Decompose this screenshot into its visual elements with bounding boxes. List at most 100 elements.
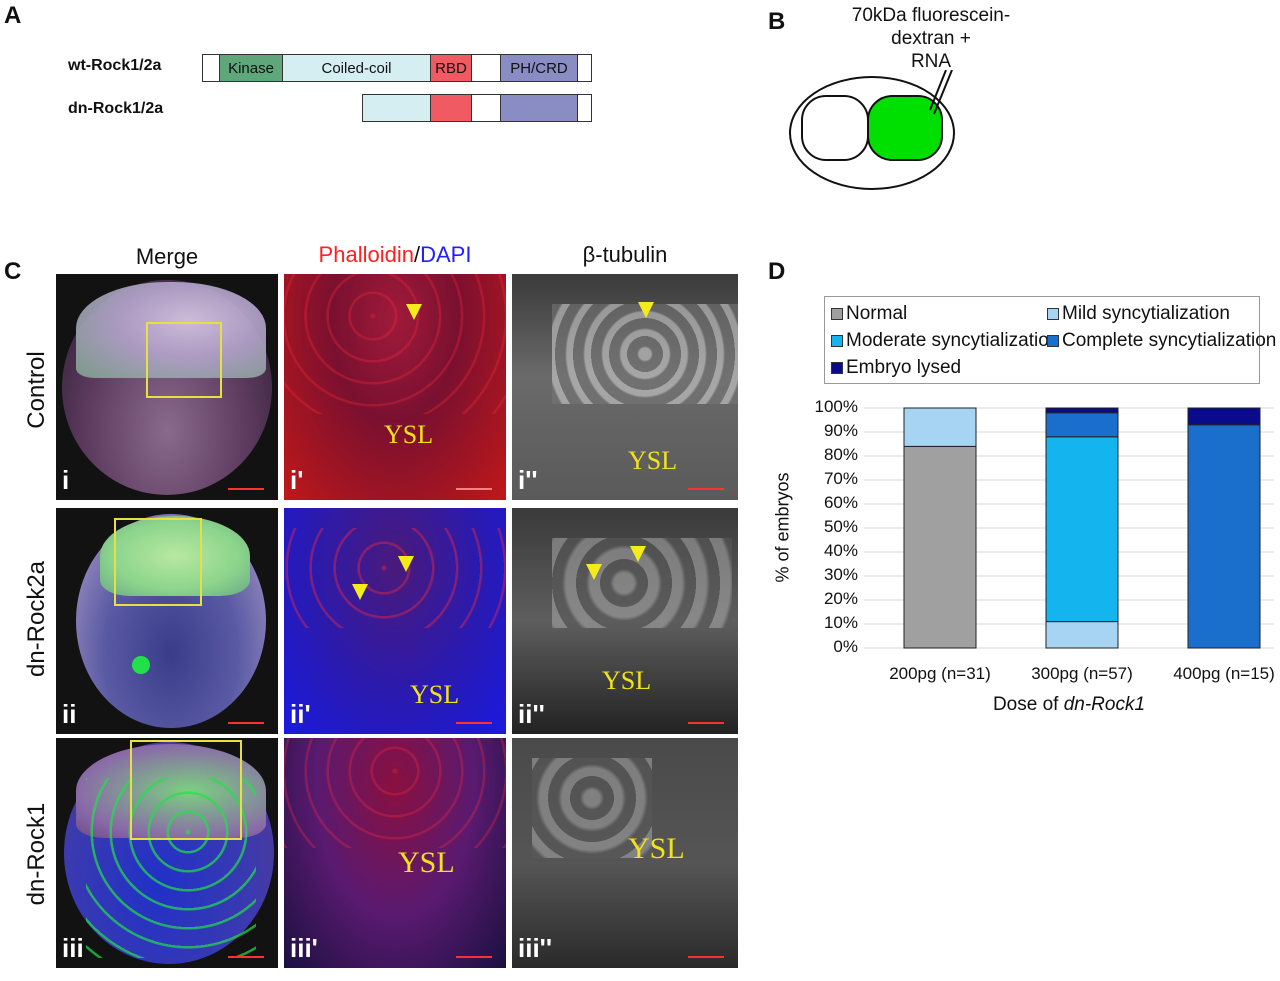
bar-segment: [1045, 407, 1119, 414]
annotation-line-1: 70kDa fluorescein-: [851, 5, 1011, 26]
phalloidin-header: Phalloidin: [318, 242, 414, 267]
ysl-label: YSL: [628, 446, 678, 475]
wt-construct-label: wt-Rock1/2a: [68, 57, 162, 74]
control-roi-box: [146, 322, 222, 398]
y-tick-label: 100%: [814, 397, 858, 416]
arrowhead-marker: [630, 546, 646, 562]
y-tick-label: 80%: [823, 445, 858, 464]
panel-d-letter: D: [768, 258, 786, 285]
injected-cell: [867, 95, 943, 161]
tubulin-column-header: β-tubulin: [582, 242, 668, 267]
y-tick-label: 10%: [823, 613, 858, 632]
dn-rock1-merge-sublabel: iii: [62, 933, 84, 963]
dn-rock2a-merge-image: ii: [56, 508, 278, 734]
arrowhead-marker: [398, 556, 414, 572]
dn-rock2a-phalloidin-image: YSL ii': [284, 508, 506, 734]
scale-bar: [228, 956, 264, 958]
panel-c-letter: C: [4, 258, 22, 285]
dn-coiled-coil-domain: [363, 95, 431, 121]
legend-lysed: Embryo lysed: [831, 357, 961, 379]
y-tick-label: 70%: [823, 469, 858, 488]
bar-segment: [903, 445, 977, 649]
x-category-label: 300pg (n=57): [1031, 664, 1133, 683]
legend-label-mild: Mild syncytialization: [1062, 303, 1230, 324]
control-phalloidin-sublabel: i': [290, 465, 304, 495]
cell-outline-overlay: [284, 738, 506, 848]
bar-segment: [1045, 412, 1119, 438]
bar-segment: [1187, 424, 1261, 649]
legend-mild: Mild syncytialization: [1047, 303, 1230, 325]
dn-rock1-phalloidin-image: YSL iii': [284, 738, 506, 968]
uninjected-cell: [801, 95, 869, 161]
scale-bar: [228, 488, 264, 490]
cell-outline-overlay: [284, 528, 506, 628]
kinase-label: Kinase: [228, 59, 274, 77]
bar-segment: [903, 407, 977, 447]
cell-outline-overlay: [284, 274, 506, 414]
injection-needle-line-2: [929, 70, 947, 111]
coiled-coil-label: Coiled-coil: [321, 59, 392, 77]
dn-rock1-merge-image: iii: [56, 738, 278, 968]
scale-bar: [228, 722, 264, 724]
rbd-domain: RBD: [431, 55, 472, 81]
legend-label-normal: Normal: [846, 303, 908, 324]
scale-bar: [688, 722, 724, 724]
x-axis-title: Dose of dn-Rock1: [864, 694, 1274, 716]
legend-normal: Normal: [831, 303, 907, 325]
dn-rock1-roi-box: [130, 740, 242, 840]
ysl-label: YSL: [628, 832, 685, 865]
ysl-label: YSL: [398, 846, 455, 879]
dn-rock2a-roi-box: [114, 518, 202, 606]
rbd-label: RBD: [435, 59, 467, 77]
x-axis-title-italic: dn-Rock1: [1063, 694, 1146, 715]
legend-swatch-complete: [1047, 335, 1059, 347]
ysl-label: YSL: [410, 680, 460, 709]
dn-rock1-row-label: dn-Rock1: [23, 802, 50, 906]
coiled-coil-domain: Coiled-coil: [283, 55, 431, 81]
arrowhead-marker: [406, 304, 422, 320]
scale-bar: [456, 956, 492, 958]
dn-construct-bar: [362, 94, 592, 122]
legend-swatch-normal: [831, 308, 843, 320]
dn-rock1-tubulin-image: YSL iii'': [512, 738, 738, 968]
scale-bar: [456, 488, 492, 490]
annotation-line-2: dextran +: [891, 28, 971, 49]
y-tick-label: 40%: [823, 541, 858, 560]
injection-annotation: 70kDa fluorescein- dextran + RNA: [826, 4, 1036, 73]
y-tick-label: 0%: [833, 637, 858, 656]
legend-label-lysed: Embryo lysed: [846, 357, 962, 378]
y-tick-label: 50%: [823, 517, 858, 536]
x-category-label: 200pg (n=31): [889, 664, 991, 683]
control-row-label: Control: [23, 351, 50, 429]
y-tick-label: 30%: [823, 565, 858, 584]
x-axis-title-prefix: Dose of: [992, 694, 1064, 715]
merge-column-header: Merge: [135, 244, 199, 269]
ph-crd-domain: PH/CRD: [500, 55, 578, 81]
scale-bar: [688, 488, 724, 490]
kinase-domain: Kinase: [219, 55, 283, 81]
embryo-blastoderm: [76, 282, 266, 378]
ysl-label: YSL: [602, 666, 652, 695]
nuclei-overlay: [532, 758, 652, 858]
control-tubulin-image: YSL i'': [512, 274, 738, 500]
scale-bar: [456, 722, 492, 724]
dn-rock1-phalloidin-sublabel: iii': [290, 933, 318, 963]
phalloidin-dapi-column-header: Phalloidin/DAPI: [284, 242, 506, 268]
bar-segment: [1045, 436, 1119, 623]
dn-rock1-tubulin-sublabel: iii'': [518, 933, 553, 963]
dn-rock2a-row-label: dn-Rock2a: [23, 560, 50, 678]
y-tick-label: 60%: [823, 493, 858, 512]
wt-construct-bar: Kinase Coiled-coil RBD PH/CRD: [202, 54, 592, 82]
two-cell-embryo-diagram: [789, 70, 955, 190]
panel-a-letter: A: [4, 2, 22, 29]
dapi-header: DAPI: [420, 242, 472, 267]
dn-rock2a-phalloidin-sublabel: ii': [290, 699, 311, 729]
legend-moderate: Moderate syncytialization: [831, 330, 1059, 352]
arrowhead-marker: [352, 584, 368, 600]
ph-crd-label: PH/CRD: [510, 59, 568, 77]
arrowhead-marker: [638, 302, 654, 318]
nuclei-overlay: [552, 304, 738, 404]
bar-segment: [1045, 621, 1119, 649]
control-tubulin-sublabel: i'': [518, 465, 538, 495]
dn-construct-label: dn-Rock1/2a: [68, 100, 164, 117]
